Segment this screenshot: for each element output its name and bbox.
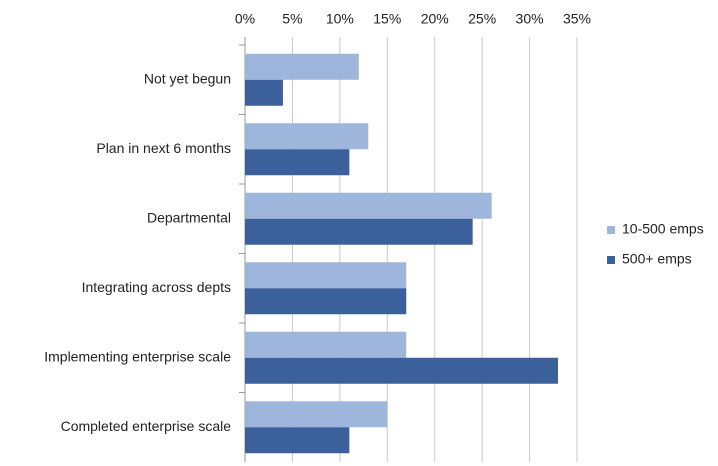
legend-swatch [607, 226, 615, 234]
x-tick-label: 20% [421, 11, 449, 27]
x-tick-label: 0% [235, 11, 255, 27]
bar [245, 149, 350, 176]
legend-label: 10-500 emps [622, 221, 704, 237]
bar [245, 288, 407, 315]
y-tick-label: Implementing enterprise scale [44, 348, 231, 364]
bar [245, 427, 350, 454]
bar [245, 192, 492, 219]
y-tick-label: Not yet begun [144, 70, 231, 86]
bar [245, 262, 407, 289]
bar [245, 218, 473, 245]
legend-label: 500+ emps [622, 251, 692, 267]
y-tick-label: Departmental [147, 209, 231, 225]
x-tick-label: 30% [516, 11, 544, 27]
bar [245, 53, 359, 80]
x-tick-label: 15% [373, 11, 401, 27]
y-tick-label: Plan in next 6 months [96, 140, 231, 156]
bar [245, 123, 369, 150]
x-tick-label: 5% [282, 11, 302, 27]
x-tick-label: 10% [326, 11, 354, 27]
y-tick-label: Completed enterprise scale [61, 418, 232, 434]
bar [245, 401, 388, 428]
x-tick-label: 35% [563, 11, 591, 27]
bar [245, 357, 559, 384]
legend-swatch [607, 256, 615, 264]
x-tick-label: 25% [468, 11, 496, 27]
bar [245, 79, 283, 106]
bar [245, 331, 407, 358]
y-tick-label: Integrating across depts [82, 279, 231, 295]
